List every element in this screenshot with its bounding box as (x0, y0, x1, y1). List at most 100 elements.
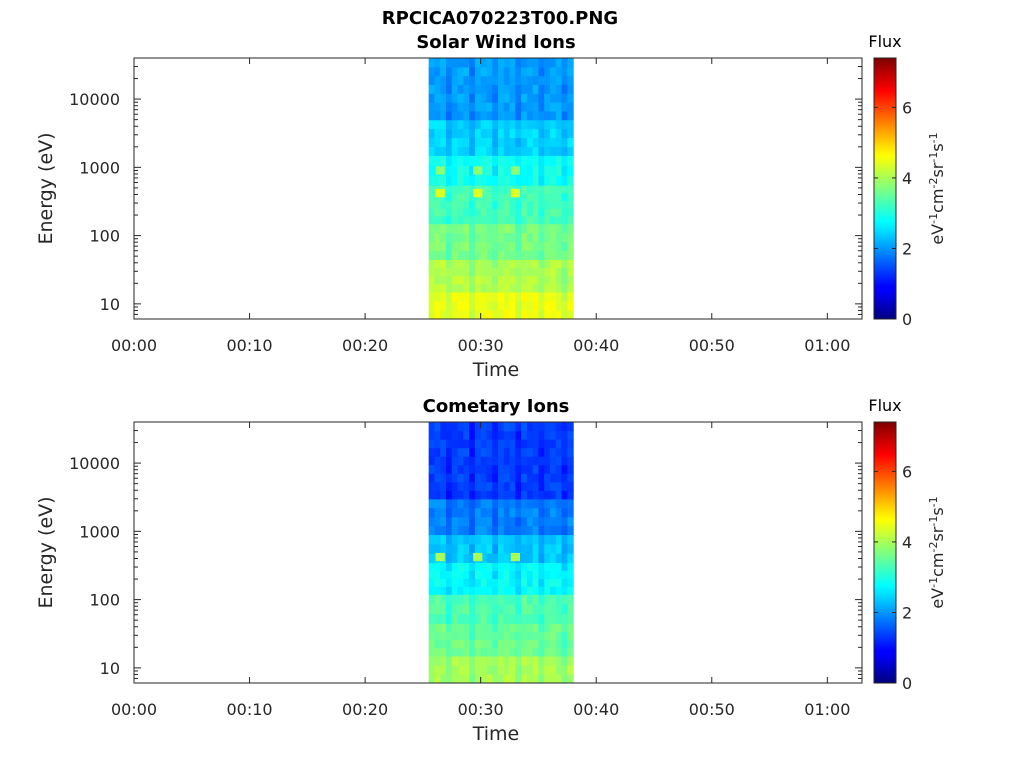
heatmap-cell (474, 309, 482, 319)
heatmap-cell (463, 283, 470, 293)
heatmap-cell (457, 613, 464, 624)
heatmap-cell (486, 66, 493, 77)
heatmap-cell (463, 586, 470, 595)
heatmap-cell (532, 534, 540, 545)
heatmap-cell (526, 250, 534, 260)
heatmap-cell (446, 553, 453, 564)
heatmap-cell (503, 464, 511, 474)
heatmap-cell (428, 259, 436, 269)
heatmap-cell (457, 93, 464, 103)
heatmap-cell (428, 570, 436, 579)
heatmap-cell (567, 58, 574, 68)
heatmap-cell (532, 110, 540, 121)
colorbar-tick-label: 2 (902, 239, 912, 258)
y-tick-label: 1000 (79, 158, 120, 177)
heatmap-cell (451, 259, 459, 269)
heatmap-cell (550, 223, 557, 234)
heatmap-cell (446, 200, 453, 209)
heatmap-cell (446, 208, 453, 217)
heatmap-cell (440, 75, 447, 86)
heatmap-cell (446, 110, 453, 121)
heatmap-cell (544, 422, 551, 432)
heatmap-cell (567, 283, 574, 293)
heatmap-cell (474, 473, 482, 483)
heatmap-cell (532, 200, 540, 209)
colorbar-tick-label: 0 (902, 674, 912, 693)
heatmap-cell (532, 259, 540, 269)
heatmap-cell (451, 664, 459, 675)
heatmap-cell (555, 647, 563, 657)
heatmap-cell (428, 93, 436, 103)
heatmap-cell (469, 525, 476, 536)
heatmap-cell (544, 553, 551, 564)
heatmap-cell (532, 464, 540, 474)
heatmap-cell (509, 223, 516, 234)
heatmap-cell (550, 439, 557, 449)
heatmap-cell (498, 631, 505, 641)
heatmap-cell (509, 309, 516, 319)
heatmap-cell (532, 664, 540, 675)
heatmap-cell (469, 192, 476, 202)
heatmap-cell (532, 128, 540, 139)
heatmap-cell (463, 275, 470, 285)
heatmap-cell (434, 300, 441, 311)
heatmap-cell (440, 464, 447, 474)
heatmap-cell (486, 165, 493, 176)
heatmap-cell (538, 267, 545, 277)
x-tick-label: 00:10 (227, 336, 273, 355)
heatmap-cell (561, 137, 568, 147)
heatmap-cell (567, 215, 574, 225)
heatmap-cell (440, 267, 447, 277)
heatmap-cell (446, 267, 453, 277)
heatmap-cell (428, 84, 436, 94)
heatmap-cell (521, 58, 528, 68)
heatmap-cell (463, 309, 470, 319)
heatmap-cell (532, 155, 540, 166)
heatmap-cell (498, 543, 505, 554)
heatmap-cell (446, 664, 453, 675)
heatmap-cell (567, 562, 574, 571)
heatmap-cell (434, 267, 441, 277)
heatmap-cell (434, 208, 441, 217)
heatmap-cell (567, 155, 574, 166)
heatmap-cell (532, 241, 540, 251)
heatmap-cell (532, 655, 540, 666)
heatmap-cell (492, 185, 499, 194)
heatmap-cell (538, 447, 545, 457)
heatmap-cell (538, 119, 545, 130)
heatmap-cell (480, 490, 488, 500)
heatmap-cell (538, 93, 545, 103)
heatmap-cell (544, 175, 551, 186)
heatmap-cell (474, 525, 482, 536)
heatmap-cell (492, 481, 499, 491)
heatmap-cell (498, 165, 505, 176)
heatmap-cell (538, 456, 545, 466)
heatmap-cell (440, 578, 447, 587)
heatmap-cell (532, 543, 540, 554)
colorbar-unit-label: eV-1cm-2sr-1s-1 (927, 496, 948, 608)
heatmap-cell (538, 639, 545, 649)
heatmap-cell (440, 655, 447, 666)
heatmap-cell (492, 447, 499, 457)
heatmap-cell (544, 275, 551, 285)
heatmap-cell (492, 631, 499, 641)
heatmap-cell (503, 498, 511, 509)
heatmap-cell (480, 119, 488, 130)
heatmap-cell (550, 137, 557, 147)
heatmap-cell (434, 137, 441, 147)
heatmap-cell (474, 66, 482, 77)
heatmap-cell (474, 570, 482, 579)
heatmap-cell (509, 241, 516, 251)
heatmap-cell (457, 66, 464, 77)
heatmap-cell (469, 481, 476, 491)
heatmap-cell (567, 631, 574, 641)
heatmap-cell (567, 146, 574, 156)
heatmap-cell (555, 223, 563, 234)
heatmap-cell (509, 507, 516, 518)
heatmap-cell (446, 223, 453, 234)
heatmap-hotspot (473, 552, 483, 562)
heatmap-cell (469, 223, 476, 234)
heatmap-cell (469, 456, 476, 466)
heatmap-cell (463, 516, 470, 527)
heatmap-cell (509, 93, 516, 103)
